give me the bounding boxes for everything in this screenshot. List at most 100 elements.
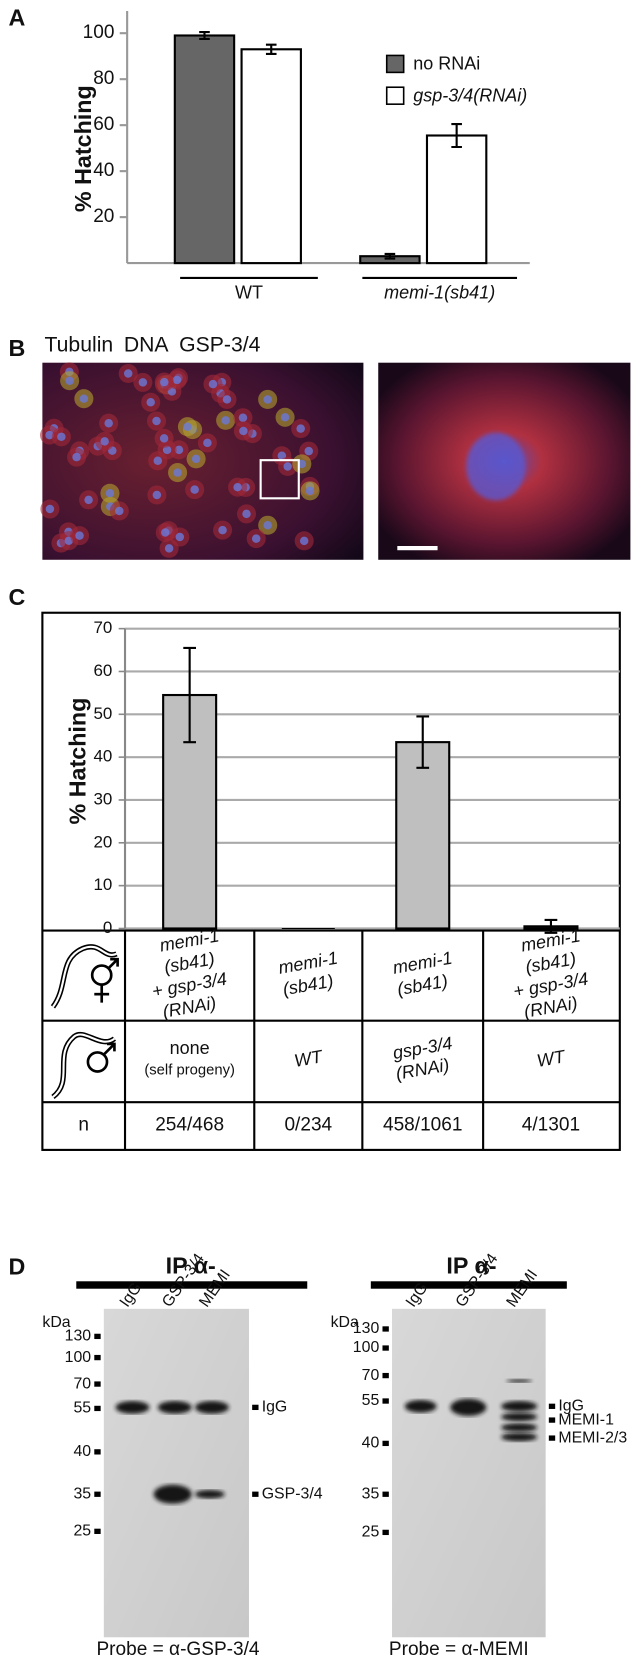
blot xyxy=(392,1308,546,1638)
panel-frame xyxy=(41,611,621,1151)
y-tick-label: 40 xyxy=(93,160,114,181)
error-bar xyxy=(384,252,396,260)
marker-tick xyxy=(94,1405,101,1412)
table-cell: none xyxy=(170,1038,210,1058)
marker-tick xyxy=(382,1491,389,1497)
bar xyxy=(240,48,302,265)
ip-bar xyxy=(370,1281,567,1289)
marker-label: 40 xyxy=(362,1435,380,1452)
cell-nucleus xyxy=(304,446,313,456)
table-cell: n xyxy=(78,1115,89,1136)
band xyxy=(153,1484,192,1504)
cell-nucleus xyxy=(233,482,242,492)
scale-bar xyxy=(397,545,438,551)
marker-tick xyxy=(94,1354,101,1361)
table-cell: 458/1061 xyxy=(383,1115,463,1136)
bar xyxy=(395,741,451,930)
error-bar xyxy=(451,122,462,149)
marker-tick xyxy=(382,1398,389,1404)
cell-nucleus xyxy=(45,430,54,440)
cell-nucleus xyxy=(263,395,272,404)
cell-nucleus xyxy=(242,509,251,519)
error-bar xyxy=(544,918,558,934)
cell-nucleus xyxy=(299,536,309,546)
marker-tick xyxy=(382,1345,389,1351)
marker-label: 130 xyxy=(353,1320,380,1337)
y-axis-label: % Hatching xyxy=(65,698,91,825)
marker-tick xyxy=(94,1333,101,1340)
band-label: GSP-3/4 xyxy=(262,1485,323,1502)
band-tick xyxy=(548,1403,556,1409)
table-lines xyxy=(42,929,620,1150)
band xyxy=(501,1412,538,1422)
kda-label: kDa xyxy=(331,1314,359,1331)
ip-bar xyxy=(76,1281,308,1289)
marker-label: 130 xyxy=(65,1328,92,1345)
cell-nucleus xyxy=(72,452,81,462)
stain-label: GSP-3/4 xyxy=(179,333,260,356)
band-tick xyxy=(548,1435,556,1441)
band-label: IgG xyxy=(262,1399,288,1416)
y-tick-label: 100 xyxy=(83,22,115,43)
blot-title: IP α- xyxy=(166,1253,216,1279)
y-tick-label: 60 xyxy=(93,661,112,680)
probe-label: Probe = α-GSP-3/4 xyxy=(96,1639,259,1660)
marker-label: 70 xyxy=(362,1367,380,1384)
y-tick-label: 30 xyxy=(93,789,112,808)
band-label: MEMI-1 xyxy=(558,1411,614,1428)
cell-nucleus xyxy=(280,413,290,422)
cell-nucleus xyxy=(84,495,93,505)
error-bar xyxy=(416,715,430,769)
legend-swatch xyxy=(385,86,405,105)
cell-nucleus xyxy=(238,413,248,422)
marker-tick xyxy=(94,1381,101,1387)
table-cell: (self progeny) xyxy=(144,1062,235,1078)
x-tick-label: memi-1(sb41) xyxy=(384,283,495,303)
legend-swatch xyxy=(385,54,405,74)
cell-nucleus xyxy=(160,377,169,387)
cell-nucleus xyxy=(138,378,148,387)
cell-nucleus xyxy=(161,528,170,537)
y-tick-label: 70 xyxy=(93,618,112,637)
error-bar xyxy=(199,30,210,41)
cell-nucleus xyxy=(174,445,184,455)
cell-nucleus xyxy=(190,485,199,494)
cell-nucleus xyxy=(203,438,212,448)
y-tick-label: 50 xyxy=(93,704,112,723)
x-tick-label: WT xyxy=(235,283,263,303)
cell-nucleus xyxy=(75,531,84,540)
band xyxy=(506,1379,532,1383)
stain-label: Tubulin xyxy=(44,333,113,356)
band xyxy=(501,1423,538,1432)
legend-label: no RNAi xyxy=(413,54,480,74)
cell-nucleus xyxy=(173,468,182,477)
cell-nucleus xyxy=(79,394,89,403)
cell-nucleus xyxy=(152,490,162,500)
inset-box xyxy=(259,459,300,500)
cell-nucleus xyxy=(104,418,113,428)
y-tick-label: 80 xyxy=(93,68,114,89)
blot xyxy=(103,1308,249,1638)
y-axis-label: % Hatching xyxy=(70,85,96,212)
y-tick-label: 0 xyxy=(103,918,112,937)
stain-label: DNA xyxy=(124,333,170,356)
y-tick-label: 20 xyxy=(93,832,112,851)
marker-label: 35 xyxy=(73,1485,91,1502)
cell-nucleus xyxy=(191,454,201,464)
error-bar xyxy=(183,646,197,744)
table-cell: WT xyxy=(293,1046,326,1071)
hermaphrodite-icon xyxy=(50,944,119,1009)
cell-nucleus xyxy=(65,376,74,385)
cell-nucleus xyxy=(183,422,192,431)
band-label: IgG xyxy=(558,1398,584,1415)
male-icon xyxy=(51,1031,117,1100)
band-tick xyxy=(252,1491,259,1497)
marker-label: 25 xyxy=(362,1524,380,1541)
cell-nucleus xyxy=(222,395,232,404)
cell-nucleus xyxy=(100,437,109,446)
y-tick-label: 40 xyxy=(93,747,112,766)
marker-label: 55 xyxy=(73,1400,91,1417)
marker-label: 55 xyxy=(362,1392,380,1409)
band xyxy=(194,1490,225,1499)
